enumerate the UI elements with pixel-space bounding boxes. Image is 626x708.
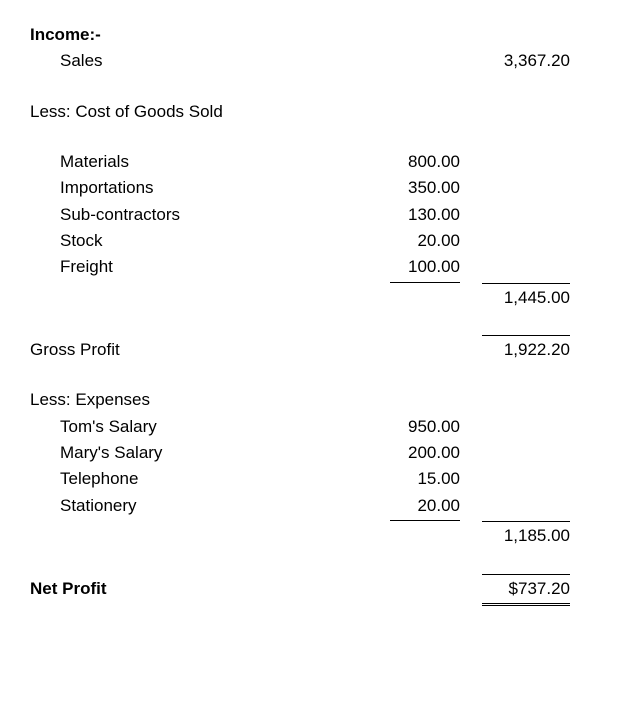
line-item-label: Stationery: [30, 493, 360, 519]
expenses-subtotal-row: 1,185.00: [30, 521, 596, 549]
line-item-value: 200.00: [390, 440, 460, 466]
line-item-label: Tom's Salary: [30, 414, 360, 440]
line-item-value: 950.00: [390, 414, 460, 440]
expenses-header-row: Less: Expenses: [30, 387, 596, 413]
line-item-value: 130.00: [390, 202, 460, 228]
line-item-row: Importations 350.00: [30, 175, 596, 201]
line-item-label: Importations: [30, 175, 360, 201]
line-item-row: Materials 800.00: [30, 149, 596, 175]
line-item-row: Stationery 20.00: [30, 493, 596, 521]
cogs-subtotal-row: 1,445.00: [30, 283, 596, 311]
income-header: Income:-: [30, 22, 360, 48]
line-item-row: Tom's Salary 950.00: [30, 414, 596, 440]
sales-label: Sales: [30, 48, 360, 74]
expenses-items: Tom's Salary950.00Mary's Salary200.00Tel…: [30, 414, 596, 521]
line-item-value: 20.00: [390, 493, 460, 521]
line-item-value: 800.00: [390, 149, 460, 175]
line-item-row: Sub-contractors 130.00: [30, 202, 596, 228]
income-header-row: Income:-: [30, 22, 596, 48]
cogs-subtotal: 1,445.00: [482, 283, 570, 311]
cogs-header-row: Less: Cost of Goods Sold: [30, 99, 596, 125]
line-item-value: 15.00: [390, 466, 460, 492]
gross-profit-row: Gross Profit 1,922.20: [30, 335, 596, 363]
line-item-row: Freight 100.00: [30, 254, 596, 282]
net-profit-value: $737.20: [482, 574, 570, 606]
line-item-row: Telephone 15.00: [30, 466, 596, 492]
line-item-label: Sub-contractors: [30, 202, 360, 228]
gross-profit-value: 1,922.20: [482, 335, 570, 363]
cogs-items: Materials800.00Importations350.00Sub-con…: [30, 149, 596, 283]
line-item-value: 100.00: [390, 254, 460, 282]
cogs-header: Less: Cost of Goods Sold: [30, 99, 360, 125]
sales-value: 3,367.20: [460, 48, 570, 74]
line-item-label: Freight: [30, 254, 360, 280]
line-item-row: Stock 20.00: [30, 228, 596, 254]
line-item-label: Materials: [30, 149, 360, 175]
line-item-value: 20.00: [390, 228, 460, 254]
line-item-label: Stock: [30, 228, 360, 254]
line-item-label: Mary's Salary: [30, 440, 360, 466]
line-item-label: Telephone: [30, 466, 360, 492]
expenses-header: Less: Expenses: [30, 387, 360, 413]
net-profit-row: Net Profit $737.20: [30, 574, 596, 606]
expenses-subtotal: 1,185.00: [482, 521, 570, 549]
line-item-row: Mary's Salary 200.00: [30, 440, 596, 466]
sales-row: Sales 3,367.20: [30, 48, 596, 74]
line-item-value: 350.00: [390, 175, 460, 201]
net-profit-label: Net Profit: [30, 576, 360, 602]
gross-profit-label: Gross Profit: [30, 337, 360, 363]
